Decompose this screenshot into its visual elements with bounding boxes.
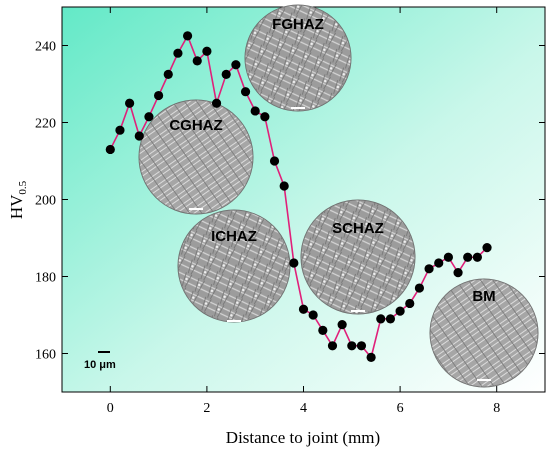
x-tick-label: 0 xyxy=(107,401,114,416)
hardness-markers xyxy=(105,31,492,362)
micrograph-label: SCHAZ xyxy=(332,220,384,237)
micrograph-image xyxy=(300,199,416,315)
data-point xyxy=(115,125,125,135)
x-tick-label: 4 xyxy=(300,401,307,416)
micrograph-label: BM xyxy=(472,288,495,305)
x-tick-label: 8 xyxy=(493,401,500,416)
data-point xyxy=(182,31,193,41)
y-tick-label: 180 xyxy=(35,271,56,286)
data-point xyxy=(443,252,453,262)
data-point xyxy=(125,98,135,108)
y-tick-label: 240 xyxy=(35,40,56,55)
data-point xyxy=(472,252,482,262)
data-point xyxy=(231,60,241,70)
x-tick-label: 2 xyxy=(203,401,210,416)
micrograph-sheen xyxy=(178,210,290,322)
micrograph-cghaz: CGHAZ xyxy=(138,99,254,215)
micrograph-label: ICHAZ xyxy=(211,228,257,245)
data-point xyxy=(385,314,396,324)
micrograph-sheen xyxy=(139,100,253,214)
data-point xyxy=(250,106,260,116)
micrograph-sheen xyxy=(430,279,538,387)
data-point xyxy=(318,325,328,335)
data-point xyxy=(366,352,376,362)
micrograph-sheen xyxy=(245,5,351,111)
data-point xyxy=(211,98,222,108)
data-point xyxy=(163,69,173,79)
data-point xyxy=(327,341,338,351)
micrograph-label: FGHAZ xyxy=(272,16,324,33)
hardness-line xyxy=(109,33,488,360)
data-point xyxy=(269,156,280,166)
data-point xyxy=(260,112,270,122)
data-point xyxy=(221,69,231,79)
data-point xyxy=(240,87,251,97)
data-point xyxy=(308,310,318,320)
data-point xyxy=(279,181,289,191)
data-point xyxy=(405,298,415,309)
data-point xyxy=(463,252,473,262)
data-point xyxy=(298,304,309,314)
axes: 0 2 4 6 8 160 180 200 220 240 xyxy=(35,7,545,416)
micrograph-label: CGHAZ xyxy=(169,117,222,134)
data-point xyxy=(347,341,357,351)
micrograph-ichaz: ICHAZ xyxy=(177,209,291,323)
scale-bar-text: 10 μm xyxy=(84,359,116,371)
y-tick-label: 160 xyxy=(35,348,56,363)
data-point xyxy=(356,341,367,351)
micrograph-image xyxy=(429,278,539,388)
micrograph-insets: FGHAZ CGHAZ ICHAZ SCHAZ BM xyxy=(138,4,539,388)
data-point xyxy=(376,314,386,324)
micrograph-image xyxy=(244,4,352,112)
micrograph-schaz: SCHAZ xyxy=(300,199,416,315)
data-point xyxy=(453,268,463,278)
y-axis-title-main: HV xyxy=(7,194,26,219)
micrograph-sheen xyxy=(301,200,415,314)
x-axis-title: Distance to joint (mm) xyxy=(226,428,380,447)
data-point xyxy=(202,46,212,56)
data-point xyxy=(414,283,425,293)
data-point xyxy=(134,131,144,141)
data-point xyxy=(192,56,202,66)
data-point xyxy=(289,258,299,268)
micrograph-bm: BM xyxy=(429,278,539,388)
data-point xyxy=(154,90,164,101)
data-point xyxy=(173,48,183,58)
x-tick-label: 6 xyxy=(397,401,404,416)
micrograph-image xyxy=(138,99,254,215)
data-point xyxy=(395,306,405,316)
scale-bar-legend: 10 μm xyxy=(84,351,116,371)
data-point xyxy=(337,320,347,330)
y-axis-title: HV0.5 xyxy=(7,180,29,219)
data-point xyxy=(144,112,154,122)
data-point xyxy=(424,264,434,274)
y-axis-title-subscript: 0.5 xyxy=(17,180,29,194)
y-tick-label: 200 xyxy=(35,194,56,209)
hardness-series xyxy=(109,33,488,360)
y-tick-label: 220 xyxy=(35,117,56,132)
data-point xyxy=(105,144,115,155)
data-point xyxy=(482,243,492,253)
data-point xyxy=(434,258,444,268)
micrograph-fghaz: FGHAZ xyxy=(244,4,352,112)
